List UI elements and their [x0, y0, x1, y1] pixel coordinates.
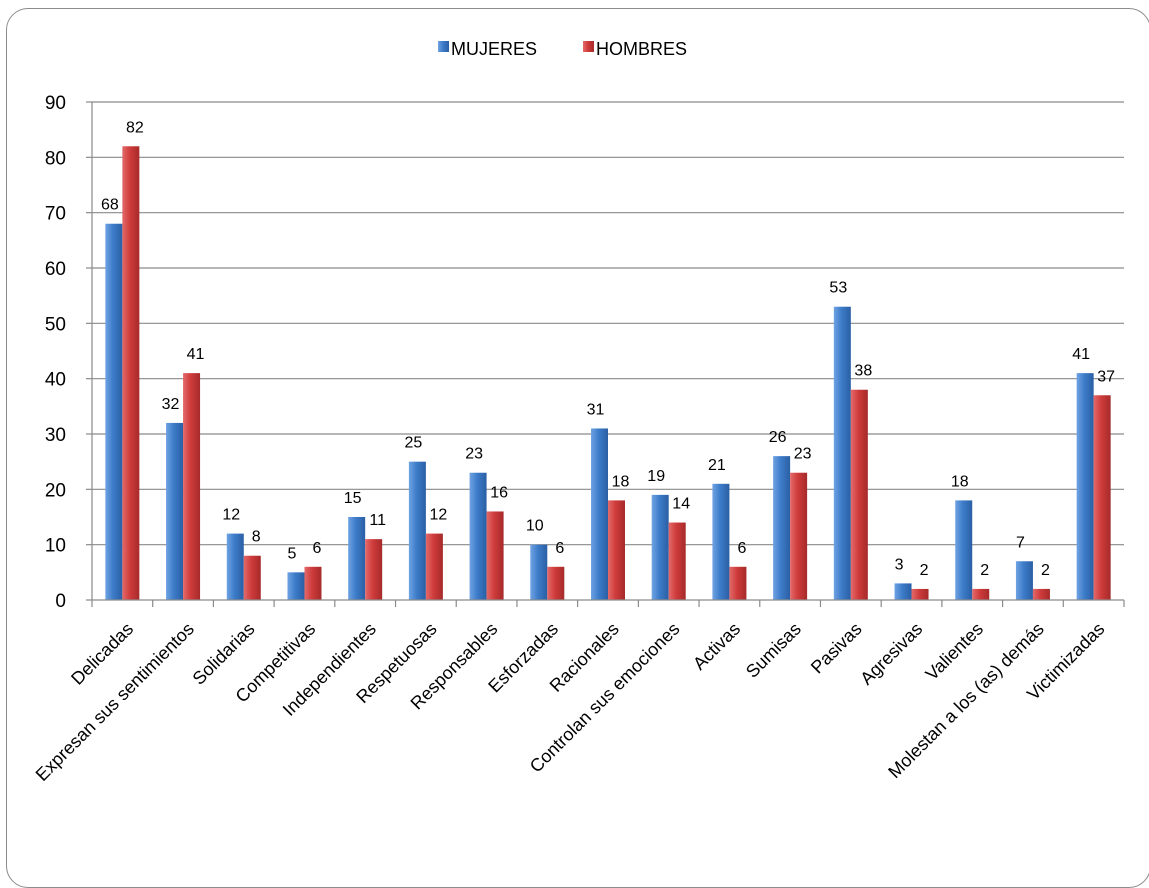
data-label-mujeres-10: 21 [708, 457, 726, 474]
y-tick-label: 50 [45, 314, 66, 335]
bar-hombres-11 [790, 472, 808, 600]
bar-mujeres-13 [894, 583, 912, 600]
data-label-hombres-9: 14 [672, 496, 690, 513]
bars [105, 146, 1111, 600]
data-label-hombres-8: 18 [612, 473, 630, 490]
bar-hombres-16 [1093, 395, 1111, 600]
bar-mujeres-16 [1076, 373, 1094, 600]
legend-swatch-hombres [583, 41, 594, 52]
category-label: Pasivas [807, 619, 866, 678]
data-label-hombres-1: 41 [187, 346, 205, 363]
data-label-hombres-13: 2 [920, 562, 929, 579]
y-tick-label: 30 [45, 425, 66, 446]
y-tick-label: 0 [55, 591, 66, 612]
data-label-mujeres-8: 31 [587, 401, 605, 418]
data-label-mujeres-12: 53 [829, 280, 847, 297]
category-label: Sumisas [742, 619, 805, 682]
data-label-hombres-5: 12 [429, 507, 447, 524]
data-label-hombres-3: 6 [313, 540, 322, 557]
data-label-mujeres-1: 32 [162, 396, 180, 413]
bar-hombres-3 [304, 566, 322, 600]
data-label-hombres-15: 2 [1041, 562, 1050, 579]
bar-mujeres-12 [833, 306, 851, 600]
data-label-hombres-10: 6 [737, 540, 746, 557]
data-label-mujeres-0: 68 [101, 197, 119, 214]
data-label-mujeres-2: 12 [222, 507, 240, 524]
category-label: Activas [689, 619, 744, 674]
data-label-hombres-7: 6 [555, 540, 564, 557]
bar-mujeres-11 [773, 456, 791, 600]
bar-hombres-9 [668, 522, 686, 600]
bar-mujeres-15 [1015, 561, 1033, 600]
y-tick-label: 40 [45, 370, 66, 391]
data-label-mujeres-11: 26 [769, 429, 787, 446]
bar-hombres-14 [972, 588, 990, 600]
data-label-mujeres-13: 3 [895, 556, 904, 573]
bar-hombres-12 [850, 389, 868, 600]
bar-hombres-10 [729, 566, 747, 600]
bar-hombres-13 [911, 588, 929, 600]
y-axis: 0 10 20 30 40 50 60 70 80 90 [45, 93, 93, 612]
bar-mujeres-9 [651, 494, 669, 600]
data-label-hombres-11: 23 [794, 446, 812, 463]
bar-mujeres-3 [287, 572, 305, 600]
data-label-mujeres-5: 25 [404, 435, 422, 452]
legend-label-hombres: HOMBRES [596, 39, 687, 59]
data-label-mujeres-9: 19 [647, 468, 665, 485]
bar-hombres-4 [365, 539, 383, 600]
data-label-hombres-14: 2 [980, 562, 989, 579]
legend: MUJERES HOMBRES [438, 39, 687, 59]
data-label-hombres-12: 38 [854, 363, 872, 380]
bar-hombres-2 [243, 555, 261, 600]
bar-hombres-1 [183, 373, 201, 600]
bar-hombres-15 [1032, 588, 1050, 600]
data-label-mujeres-16: 41 [1072, 346, 1090, 363]
bar-mujeres-14 [955, 500, 973, 600]
bar-mujeres-8 [591, 428, 608, 600]
data-label-mujeres-15: 7 [1016, 534, 1025, 551]
data-label-hombres-6: 16 [490, 484, 508, 501]
bar-mujeres-4 [348, 517, 366, 600]
data-label-hombres-0: 82 [126, 119, 144, 136]
bar-hombres-0 [122, 146, 140, 600]
bar-mujeres-1 [166, 422, 184, 600]
y-tick-label: 70 [45, 204, 66, 225]
bar-hombres-6 [486, 511, 504, 600]
data-label-mujeres-14: 18 [951, 473, 969, 490]
legend-swatch-mujeres [438, 41, 449, 52]
y-tick-label: 20 [45, 480, 66, 501]
bar-mujeres-0 [105, 223, 123, 600]
bar-mujeres-2 [226, 533, 244, 600]
bar-mujeres-5 [408, 461, 426, 600]
data-label-mujeres-3: 5 [288, 545, 297, 562]
bar-mujeres-10 [712, 483, 730, 600]
y-tick-label: 80 [45, 148, 66, 169]
bar-hombres-5 [425, 533, 443, 600]
y-tick-label: 10 [45, 536, 66, 557]
category-label: Agresivas [856, 619, 926, 689]
y-tick-label: 90 [45, 93, 66, 114]
bar-mujeres-6 [469, 472, 487, 600]
bar-mujeres-7 [530, 544, 548, 600]
data-label-mujeres-4: 15 [344, 490, 362, 507]
data-label-mujeres-7: 10 [526, 518, 544, 535]
data-label-hombres-16: 37 [1097, 368, 1115, 385]
data-label-mujeres-6: 23 [465, 446, 483, 463]
data-label-hombres-2: 8 [252, 529, 261, 546]
bar-hombres-7 [547, 566, 565, 600]
bar-hombres-8 [608, 500, 625, 600]
y-tick-label: 60 [45, 259, 66, 280]
data-label-hombres-4: 11 [369, 512, 386, 529]
legend-label-mujeres: MUJERES [451, 39, 537, 59]
